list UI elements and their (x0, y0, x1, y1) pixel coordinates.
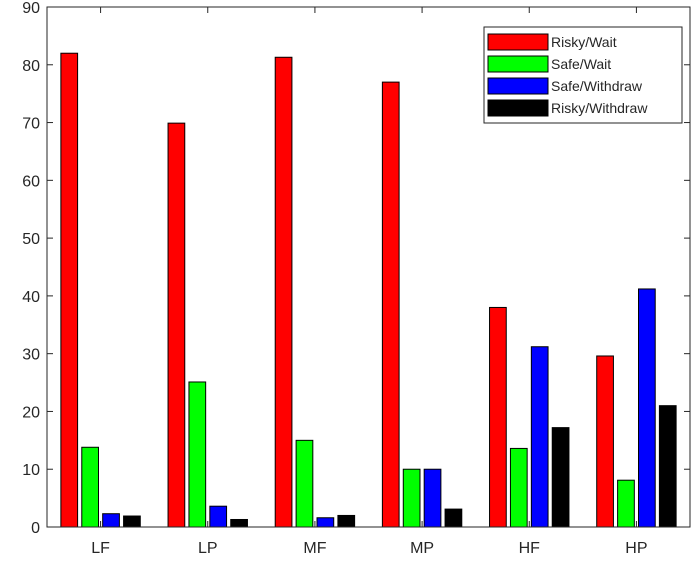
x-tick-label: HF (519, 540, 541, 557)
legend-swatch (487, 33, 549, 51)
x-tick-label: HP (625, 540, 647, 557)
bar-risky-wait-hp (596, 355, 614, 528)
legend-label: Safe/Withdraw (551, 78, 643, 94)
y-tick-label: 90 (22, 0, 40, 17)
legend: Risky/Wait Safe/Wait Safe/Withdraw Risky/Wi… (483, 26, 683, 124)
bar-safe-wait-lf (81, 446, 99, 528)
x-tick-label: LF (91, 540, 110, 557)
bar-safe-wait-hp (617, 479, 635, 528)
y-tick-label: 20 (22, 404, 40, 421)
bar-safe-wait-mp (402, 468, 421, 528)
y-tick-label: 0 (31, 520, 40, 537)
y-tick-label: 70 (22, 116, 40, 133)
bar-safe-withdraw-hp (638, 288, 656, 528)
bar-risky-wait-mf (274, 56, 293, 528)
bar-risky-withdraw-lf (123, 515, 141, 528)
y-tick-label: 40 (22, 289, 40, 306)
legend-swatch (487, 55, 549, 73)
legend-label: Safe/Wait (551, 56, 611, 72)
bar-safe-withdraw-hf (530, 346, 549, 528)
legend-label: Risky/Withdraw (551, 100, 648, 116)
bars-group (60, 52, 677, 528)
x-axis: LF LP MF MP HF HP (91, 7, 648, 557)
bar-risky-withdraw-mp (444, 508, 463, 528)
bar-safe-wait-lp (188, 381, 207, 528)
bar-safe-withdraw-lf (102, 513, 120, 528)
y-tick-label: 50 (22, 231, 40, 248)
bar-risky-wait-lp (167, 122, 186, 528)
bar-safe-withdraw-mf (316, 517, 335, 528)
bar-safe-wait-hf (509, 447, 528, 528)
bar-risky-wait-mp (381, 81, 400, 528)
y-tick-label: 30 (22, 347, 40, 364)
legend-swatch (487, 77, 549, 95)
y-axis: 0 10 20 30 40 50 60 70 80 90 (22, 0, 690, 537)
bar-risky-withdraw-hf (551, 427, 570, 528)
bar-safe-wait-mf (295, 439, 314, 528)
legend-swatch (487, 99, 549, 117)
y-tick-label: 10 (22, 462, 40, 479)
x-tick-label: MF (303, 540, 326, 557)
bar-risky-wait-lf (60, 52, 79, 528)
bar-safe-withdraw-lp (209, 505, 228, 528)
y-tick-label: 80 (22, 58, 40, 75)
bar-risky-wait-hf (489, 306, 507, 528)
bar-risky-withdraw-hp (658, 405, 677, 528)
bar-risky-withdraw-lp (230, 518, 248, 528)
bar-risky-withdraw-mf (337, 514, 356, 528)
bar-safe-withdraw-mp (423, 468, 442, 528)
x-tick-label: LP (198, 540, 218, 557)
x-tick-label: MP (410, 540, 434, 557)
y-tick-label: 60 (22, 173, 40, 190)
legend-label: Risky/Wait (551, 34, 617, 50)
plot-area-frame (46, 6, 691, 528)
